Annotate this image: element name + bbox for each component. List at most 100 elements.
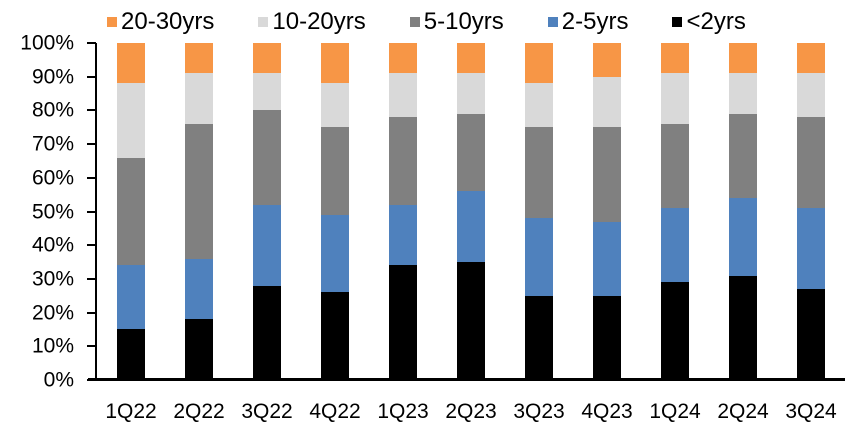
bar-column-4Q22 <box>301 43 369 380</box>
y-tick-mark <box>87 75 96 78</box>
y-tick-label: 80% <box>31 98 74 122</box>
segment-5-10yrs <box>593 127 621 222</box>
segment-10-20yrs <box>661 73 689 124</box>
segment-20-30yrs <box>321 43 349 84</box>
x-tick-label-2Q23: 2Q23 <box>445 400 497 423</box>
segment-2-5yrs <box>321 214 349 293</box>
segment-10-20yrs <box>321 83 349 128</box>
legend-item-10-20yrs: 10-20yrs <box>258 8 366 35</box>
x-tick-label-3Q22: 3Q22 <box>241 400 293 423</box>
x-tick-label-2Q24: 2Q24 <box>717 400 769 423</box>
segment-<2yrs <box>389 265 417 380</box>
bar-column-3Q24 <box>777 43 845 380</box>
bar-column-1Q23 <box>369 43 437 380</box>
segment-20-30yrs <box>593 43 621 77</box>
stacked-bar-1Q23 <box>389 43 417 380</box>
segment-20-30yrs <box>185 43 213 74</box>
segment-20-30yrs <box>525 43 553 84</box>
stacked-bar-3Q22 <box>253 43 281 380</box>
segment-<2yrs <box>797 289 825 380</box>
legend-label: 20-30yrs <box>121 8 215 35</box>
segment-20-30yrs <box>661 43 689 74</box>
x-axis-labels: 1Q22 2Q22 3Q22 4Q22 1Q23 2Q23 3Q23 4Q23 1Q24 2Q24… <box>97 399 845 424</box>
segment-10-20yrs <box>729 73 757 114</box>
bar-column-1Q24 <box>641 43 709 380</box>
segment-5-10yrs <box>525 127 553 219</box>
legend-swatch-icon <box>107 17 117 28</box>
stacked-bar-3Q23 <box>525 43 553 380</box>
bar-column-2Q23 <box>437 43 505 380</box>
segment-<2yrs <box>457 262 485 380</box>
segment-2-5yrs <box>797 208 825 290</box>
segment-5-10yrs <box>797 117 825 209</box>
y-tick-mark <box>87 42 96 44</box>
segment-5-10yrs <box>457 113 485 192</box>
legend-label: 5-10yrs <box>423 8 504 35</box>
segment-<2yrs <box>185 319 213 380</box>
bar-column-4Q23 <box>573 43 641 380</box>
bar-column-3Q22 <box>233 43 301 380</box>
segment-2-5yrs <box>457 191 485 263</box>
segment-5-10yrs <box>185 123 213 259</box>
y-axis-labels: 100% 90% 80% 70% 60% 50% 40% 30% 20% 10% 0% <box>0 33 74 391</box>
legend-swatch-icon <box>672 17 683 28</box>
legend-swatch-icon <box>547 17 558 28</box>
bar-column-2Q22 <box>165 43 233 380</box>
legend-item-<2yrs: <2yrs <box>672 8 746 35</box>
stacked-bar-2Q24 <box>729 43 757 380</box>
segment-20-30yrs <box>457 43 485 74</box>
x-tick-label-4Q23: 4Q23 <box>581 400 633 423</box>
y-tick-label: 30% <box>31 267 74 291</box>
y-tick-mark <box>87 176 96 179</box>
x-tick-label-1Q23: 1Q23 <box>377 400 429 423</box>
x-tick-label-3Q24: 3Q24 <box>785 400 837 423</box>
segment-10-20yrs <box>457 73 485 114</box>
y-tick-label: 0% <box>43 368 74 392</box>
segment-<2yrs <box>593 295 621 380</box>
y-tick-label: 40% <box>31 233 74 257</box>
segment-10-20yrs <box>185 73 213 124</box>
legend-item-5-10yrs: 5-10yrs <box>409 8 504 35</box>
legend-swatch-icon <box>258 17 269 28</box>
segment-2-5yrs <box>185 258 213 320</box>
segment-10-20yrs <box>117 83 145 158</box>
y-axis-line <box>95 43 97 380</box>
stacked-bar-1Q22 <box>117 43 145 380</box>
segment-<2yrs <box>729 275 757 380</box>
y-tick-label: 60% <box>31 166 74 190</box>
stacked-bar-1Q24 <box>661 43 689 380</box>
segment-2-5yrs <box>729 198 757 276</box>
segment-5-10yrs <box>389 117 417 205</box>
segment-5-10yrs <box>661 123 689 209</box>
y-tick-label: 10% <box>31 334 74 358</box>
y-tick-mark <box>87 244 96 247</box>
legend-swatch-icon <box>409 17 420 28</box>
segment-20-30yrs <box>797 43 825 74</box>
legend-item-20-30yrs: 20-30yrs <box>107 8 215 35</box>
y-tick-label: 20% <box>31 301 74 325</box>
y-tick-mark <box>87 345 96 348</box>
segment-2-5yrs <box>593 221 621 296</box>
segment-20-30yrs <box>253 43 281 74</box>
x-tick-label-1Q22: 1Q22 <box>105 400 157 423</box>
y-tick-mark <box>87 109 96 112</box>
bar-column-2Q24 <box>709 43 777 380</box>
segment-<2yrs <box>321 292 349 380</box>
segment-10-20yrs <box>525 83 553 128</box>
segment-2-5yrs <box>253 204 281 286</box>
segment-5-10yrs <box>253 110 281 205</box>
segment-20-30yrs <box>117 43 145 84</box>
x-tick-label-4Q22: 4Q22 <box>309 400 361 423</box>
legend-label: 2-5yrs <box>561 8 629 35</box>
segment-<2yrs <box>117 329 145 380</box>
x-tick-label-1Q24: 1Q24 <box>649 400 701 423</box>
legend: 20-30yrs 10-20yrs 5-10yrs 2-5yrs <2yrs <box>107 8 746 35</box>
segment-5-10yrs <box>729 113 757 199</box>
legend-label: 10-20yrs <box>272 8 366 35</box>
segment-<2yrs <box>525 295 553 380</box>
y-tick-label: 90% <box>31 65 74 89</box>
segment-2-5yrs <box>661 208 689 283</box>
segment-<2yrs <box>253 285 281 380</box>
segment-2-5yrs <box>525 218 553 296</box>
